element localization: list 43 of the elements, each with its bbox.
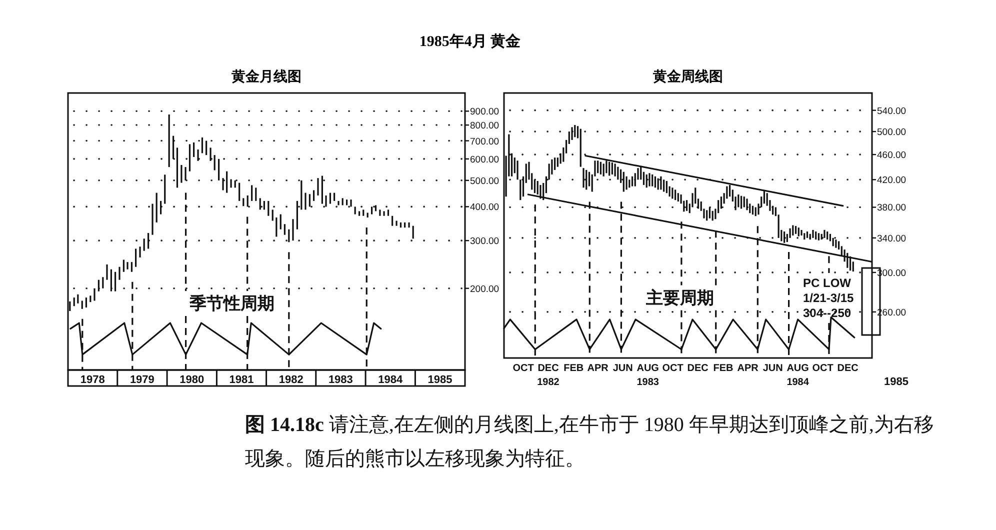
y-tick-label: 420.00 <box>877 175 906 186</box>
y-tick-label: 600.00 <box>470 154 500 166</box>
x-tick-label: 1978 <box>80 374 105 386</box>
y-tick-label: 800.00 <box>470 120 500 132</box>
x-tick-label: 1981 <box>229 374 254 386</box>
y-tick-label: 460.00 <box>877 150 906 162</box>
chart-title: 黄金周线图 <box>652 69 723 85</box>
x-tick-label: FEB <box>564 363 584 374</box>
y-tick-label: 900.00 <box>470 106 500 118</box>
text: 1985年4月 黄金 <box>419 33 521 50</box>
y-tick-label: 380.00 <box>877 202 906 214</box>
y-tick-label: 400.00 <box>470 202 500 214</box>
x-tick-label: 1984 <box>378 374 404 386</box>
y-tick-label: 700.00 <box>470 136 500 148</box>
x-tick-label: DEC 1982 <box>537 363 560 388</box>
x-tick-label: 1983 <box>328 374 353 386</box>
series-label: 主要周期 <box>645 288 714 308</box>
y-tick-label: 340.00 <box>877 233 906 244</box>
x-tick-label: 1985 <box>428 374 452 386</box>
x-tick-label: APR <box>737 363 760 374</box>
x-tick-label: AUG 1984 <box>786 363 810 388</box>
x-tick-label: 1979 <box>130 374 154 386</box>
series-label: 季节性周期 <box>188 294 274 314</box>
text: 图 14.18c 请注意,在左侧的月线图上,在牛市于 1980 年早期达到顶峰之前,为右移现象。随后的熊市以左移现象为特征。 <box>245 414 934 470</box>
x-tick-label: DEC <box>837 363 858 374</box>
y-tick-label: 540.00 <box>877 106 906 117</box>
x-tick-label: JUN <box>612 363 633 374</box>
x-tick-label: FEB <box>713 363 734 374</box>
x-tick-label: 1980 <box>180 374 204 386</box>
chart-title: 黄金月线图 <box>230 69 302 85</box>
annotation: PC LOW 1/21-3/15 304--250 <box>803 276 854 320</box>
x-tick-label: OCT <box>512 363 534 374</box>
x-tick-label: APR <box>587 363 610 374</box>
x-tick-label: JUN <box>762 363 783 374</box>
y-tick-label: 500.00 <box>877 127 906 138</box>
y-tick-label: 300.00 <box>470 236 500 248</box>
x-tick-label: 1982 <box>278 374 304 386</box>
x-tick-label: OCT <box>812 363 834 374</box>
x-tick-label: AUG 1983 <box>636 363 660 388</box>
y-tick-label: 500.00 <box>470 176 500 187</box>
x-tick-label: DEC <box>687 363 708 374</box>
x-tick-label: OCT <box>662 363 684 374</box>
y-tick-label: 200.00 <box>470 284 500 295</box>
